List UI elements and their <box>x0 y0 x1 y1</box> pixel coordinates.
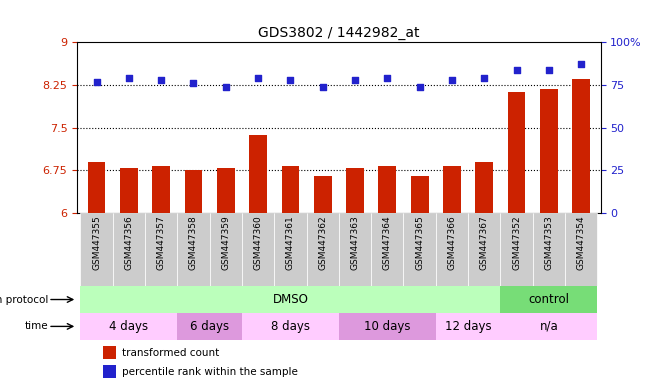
Bar <box>307 213 339 286</box>
Text: GSM447355: GSM447355 <box>92 215 101 270</box>
Bar <box>88 162 105 213</box>
Text: GSM447353: GSM447353 <box>544 215 554 270</box>
Bar <box>81 313 177 340</box>
Bar <box>339 213 371 286</box>
Point <box>350 77 360 83</box>
Bar <box>177 313 242 340</box>
Bar <box>152 166 170 213</box>
Text: GSM447366: GSM447366 <box>448 215 456 270</box>
Bar <box>540 89 558 213</box>
Text: GSM447354: GSM447354 <box>576 215 586 270</box>
Point <box>156 77 166 83</box>
Point <box>447 77 458 83</box>
Text: control: control <box>528 293 570 306</box>
Bar <box>249 134 267 213</box>
Text: growth protocol: growth protocol <box>0 295 48 305</box>
Bar <box>177 213 209 286</box>
Bar <box>217 167 235 213</box>
Bar <box>403 213 435 286</box>
Point <box>511 66 522 73</box>
Bar <box>274 213 307 286</box>
Text: GSM447358: GSM447358 <box>189 215 198 270</box>
Text: GSM447359: GSM447359 <box>221 215 230 270</box>
Text: DMSO: DMSO <box>272 293 309 306</box>
Bar <box>508 93 525 213</box>
Point <box>91 78 102 84</box>
Text: GSM447362: GSM447362 <box>318 215 327 270</box>
Text: GSM447356: GSM447356 <box>124 215 134 270</box>
Bar <box>435 313 501 340</box>
Text: GSM447363: GSM447363 <box>350 215 360 270</box>
Bar <box>209 213 242 286</box>
Point <box>285 77 296 83</box>
Bar <box>282 166 299 213</box>
Bar <box>501 313 597 340</box>
Point <box>414 84 425 90</box>
Bar <box>435 213 468 286</box>
Bar <box>103 365 117 378</box>
Bar <box>501 286 597 313</box>
Bar <box>565 213 597 286</box>
Bar <box>103 346 117 359</box>
Text: GSM447364: GSM447364 <box>383 215 392 270</box>
Point <box>188 80 199 86</box>
Bar <box>242 313 339 340</box>
Bar <box>81 286 501 313</box>
Bar <box>185 170 203 213</box>
Text: 12 days: 12 days <box>445 320 491 333</box>
Title: GDS3802 / 1442982_at: GDS3802 / 1442982_at <box>258 26 419 40</box>
Bar <box>346 167 364 213</box>
Bar <box>339 313 435 340</box>
Bar <box>443 166 461 213</box>
Text: GSM447365: GSM447365 <box>415 215 424 270</box>
Text: transformed count: transformed count <box>121 348 219 358</box>
Point <box>382 75 393 81</box>
Text: GSM447361: GSM447361 <box>286 215 295 270</box>
Text: percentile rank within the sample: percentile rank within the sample <box>121 367 297 377</box>
Bar <box>572 79 590 213</box>
Point <box>479 75 490 81</box>
Bar <box>371 213 403 286</box>
Bar <box>501 213 533 286</box>
Bar <box>378 166 396 213</box>
Text: n/a: n/a <box>539 320 558 333</box>
Bar <box>242 213 274 286</box>
Point <box>576 61 586 68</box>
Point <box>317 84 328 90</box>
Bar <box>468 213 501 286</box>
Point <box>123 75 134 81</box>
Text: time: time <box>24 321 48 331</box>
Text: GSM447352: GSM447352 <box>512 215 521 270</box>
Bar <box>314 176 331 213</box>
Text: 8 days: 8 days <box>271 320 310 333</box>
Point <box>544 66 554 73</box>
Point <box>220 84 231 90</box>
Text: 6 days: 6 days <box>190 320 229 333</box>
Text: 4 days: 4 days <box>109 320 148 333</box>
Text: GSM447357: GSM447357 <box>156 215 166 270</box>
Bar <box>411 175 429 213</box>
Bar <box>475 162 493 213</box>
Bar <box>113 213 145 286</box>
Text: GSM447360: GSM447360 <box>254 215 262 270</box>
Bar <box>120 167 138 213</box>
Text: 10 days: 10 days <box>364 320 411 333</box>
Bar <box>81 213 113 286</box>
Bar <box>533 213 565 286</box>
Text: GSM447367: GSM447367 <box>480 215 488 270</box>
Point <box>253 75 264 81</box>
Bar <box>145 213 177 286</box>
